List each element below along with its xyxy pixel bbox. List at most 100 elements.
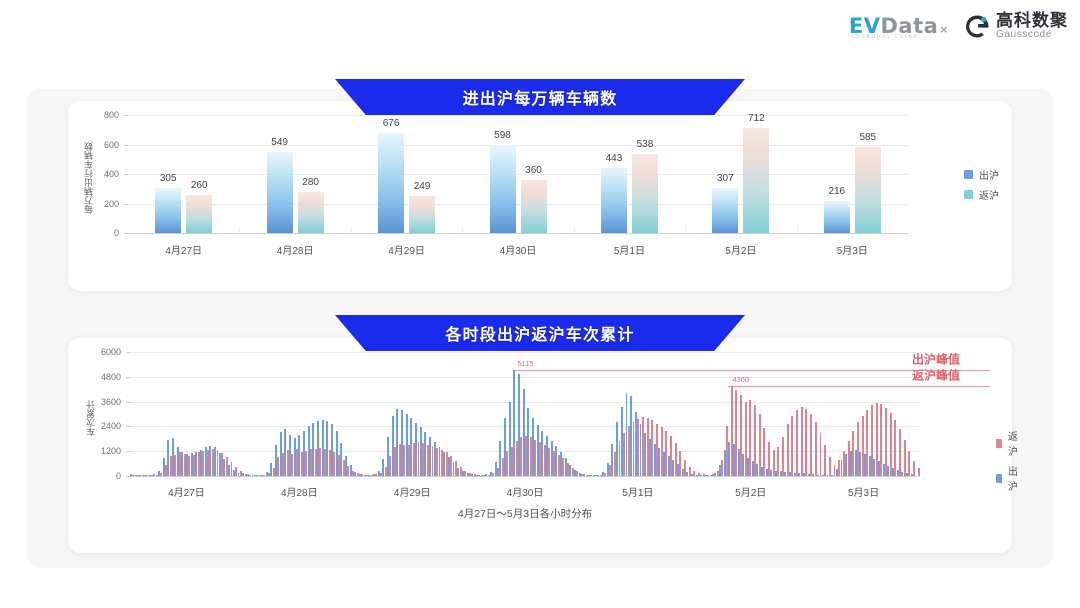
hourly-bar-返沪 — [688, 467, 691, 476]
category-separator — [239, 226, 241, 233]
hourly-bar-返沪 — [197, 451, 200, 476]
legend-item-返沪[interactable]: 返沪 — [996, 428, 1021, 458]
hourly-bar-出沪 — [831, 474, 834, 476]
hourly-bar-返沪 — [571, 467, 574, 476]
hourly-bar-出沪 — [513, 370, 516, 476]
hourly-bar-出沪 — [354, 471, 357, 476]
hourly-bar-出沪 — [648, 438, 651, 476]
hourly-bar-出沪 — [410, 418, 413, 476]
hourly-bar-返沪 — [730, 385, 733, 476]
hourly-bar-返沪 — [295, 448, 298, 476]
hourly-bar-出沪 — [190, 453, 193, 476]
hourly-bar-返沪 — [894, 420, 897, 476]
hourly-bar-出沪 — [359, 473, 361, 476]
hourly-bar-返沪 — [160, 472, 163, 476]
hourly-bar-返沪 — [286, 450, 289, 476]
grid-line — [130, 476, 920, 477]
bar-value-label: 598 — [494, 129, 511, 141]
y-axis-tick-mark — [124, 144, 128, 146]
hourly-bar-返沪 — [436, 447, 439, 476]
hourly-bar-出沪 — [443, 452, 446, 476]
hourly-bar-出沪 — [373, 474, 376, 476]
y-axis-tick-mark — [126, 426, 130, 428]
hourly-bar-出沪 — [704, 475, 707, 476]
hourly-bar-返沪 — [623, 432, 626, 476]
evdata-prefix: EV — [848, 13, 881, 38]
hourly-bar-出沪 — [700, 475, 703, 476]
legend-label: 返沪 — [1007, 432, 1018, 458]
hourly-bar-返沪 — [866, 409, 869, 476]
hourly-bar-返沪 — [567, 462, 570, 476]
hourly-bar-出沪 — [854, 450, 857, 476]
hourly-bar-出沪 — [307, 426, 310, 476]
y-axis-tick-mark — [126, 451, 130, 453]
hourly-bar-出沪 — [405, 413, 408, 476]
x-axis-tick-label: 5月2日 — [735, 488, 767, 499]
hourly-bar-出沪 — [602, 472, 605, 476]
x-axis-tick-label: 5月1日 — [613, 246, 645, 257]
hourly-bar-返沪 — [842, 451, 845, 476]
hourly-bar-返沪 — [375, 474, 378, 476]
bar-value-label: 280 — [302, 176, 319, 188]
hourly-bar-返沪 — [146, 475, 149, 476]
bar-value-label: 360 — [525, 164, 542, 176]
hourly-bar-返沪 — [814, 422, 817, 476]
hourly-bar-出沪 — [901, 471, 904, 476]
hourly-bar-返沪 — [450, 455, 453, 476]
hourly-bar-返沪 — [796, 409, 799, 476]
hourly-bar-返沪 — [777, 446, 780, 476]
daily-vehicles-title-banner: 进出沪每万辆车辆数 — [335, 79, 745, 115]
hourly-bar-返沪 — [333, 451, 336, 476]
hourly-bar-出沪 — [242, 472, 245, 476]
hourly-bar-返沪 — [478, 474, 481, 476]
hourly-bar-出沪 — [251, 474, 254, 476]
hourly-bar-返沪 — [207, 449, 210, 476]
hourly-bar-出沪 — [868, 456, 871, 476]
hourly-bar-返沪 — [772, 449, 775, 476]
hourly-bar-返沪 — [543, 445, 546, 476]
legend-item-返沪[interactable]: 返沪 — [964, 187, 999, 202]
hourly-bar-返沪 — [408, 444, 411, 476]
x-axis-tick-label: 5月3日 — [836, 246, 868, 257]
hourly-bar-出沪 — [765, 468, 768, 476]
hourly-bar-返沪 — [585, 474, 588, 476]
hourly-bar-返沪 — [249, 474, 252, 476]
hourly-bar-返沪 — [744, 402, 747, 476]
hourly-bar-出沪 — [237, 472, 240, 476]
peak-line-出沪峰值 — [513, 370, 990, 372]
legend-item-出沪[interactable]: 出沪 — [996, 463, 1021, 493]
hourly-bar-出沪 — [789, 472, 792, 476]
hourly-bar-返沪 — [155, 474, 158, 476]
hourly-bar-出沪 — [756, 464, 759, 476]
hourly-bar-出沪 — [130, 474, 132, 476]
category-separator — [573, 226, 575, 233]
grid-line — [130, 401, 920, 403]
category-separator — [350, 226, 352, 233]
x-axis-tick-label: 4月30日 — [506, 488, 544, 499]
hourly-bar-出沪 — [214, 447, 217, 476]
hourly-bar-出沪 — [695, 474, 698, 476]
hourly-trips-plot: 0 1200 2400 3600 4800 6000 4月27日 4月28日 4月29日 4月30… — [101, 347, 990, 499]
legend-item-出沪[interactable]: 出沪 — [964, 167, 999, 182]
hourly-bar-出沪 — [644, 433, 647, 476]
hourly-bar-出沪 — [517, 373, 520, 476]
hourly-bar-出沪 — [784, 471, 787, 476]
hourly-bar-返沪 — [604, 472, 607, 476]
hourly-bar-返沪 — [707, 474, 710, 476]
grid-line — [128, 174, 908, 175]
hourly-bar-返沪 — [380, 472, 383, 476]
hourly-bar-返沪 — [651, 420, 654, 476]
hourly-bar-返沪 — [646, 417, 649, 476]
hourly-bar-返沪 — [412, 442, 415, 476]
hourly-bar-出沪 — [139, 475, 142, 476]
hourly-bar-返沪 — [431, 446, 434, 476]
hourly-bar-出沪 — [457, 467, 460, 476]
hourly-bar-出沪 — [625, 392, 628, 476]
hourly-bar-返沪 — [506, 451, 509, 476]
legend-swatch — [964, 190, 973, 199]
hourly-bar-出沪 — [877, 461, 880, 476]
hourly-bar-出沪 — [335, 430, 338, 476]
hourly-bar-返沪 — [884, 407, 887, 476]
hourly-bar-出沪 — [246, 474, 249, 476]
hourly-bar-出沪 — [826, 475, 829, 476]
